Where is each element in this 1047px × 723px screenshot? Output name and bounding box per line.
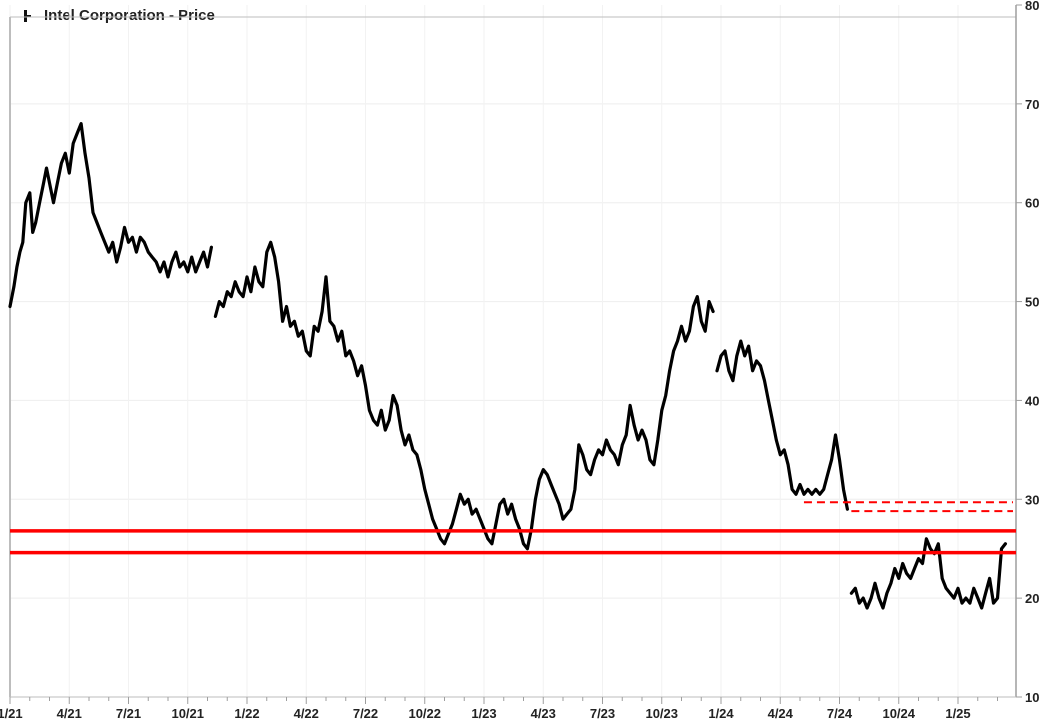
y-tick-label: 30 [1025,492,1039,507]
y-tick-label: 50 [1025,295,1039,310]
x-tick-label: 10/22 [408,706,441,721]
x-tick-label: 4/22 [294,706,319,721]
x-tick-label: 4/24 [768,706,794,721]
x-tick-label: 1/21 [0,706,23,721]
chart-legend: Intel Corporation - Price [22,7,215,24]
x-tick-label: 4/23 [531,706,556,721]
x-tick-label: 1/22 [234,706,259,721]
gridlines [9,5,1016,697]
plot-frame [9,5,1017,698]
x-tick-label: 7/23 [590,706,615,721]
x-tick-label: 1/25 [945,706,970,721]
y-axis: 10 20 30 40 50 60 70 80 [1016,0,1039,705]
y-tick-label: 70 [1025,97,1039,112]
ohlc-bar-icon [22,9,32,23]
y-tick-label: 40 [1025,393,1039,408]
x-tick-label: 7/24 [827,706,853,721]
x-tick-label: 7/21 [116,706,141,721]
y-tick-label: 20 [1025,591,1039,606]
x-axis: 1/21 4/21 7/21 10/21 1/22 4/22 7/22 10/22 1/23 4/… [0,697,998,721]
x-tick-label: 4/21 [57,706,82,721]
y-tick-label: 10 [1025,690,1039,705]
y-tick-label: 60 [1025,196,1039,211]
x-tick-label: 7/22 [353,706,378,721]
support-resistance-lines [10,501,1016,555]
x-tick-label: 1/24 [708,706,734,721]
legend-label: Intel Corporation - Price [44,7,215,24]
x-tick-label: 10/23 [645,706,678,721]
x-tick-label: 10/21 [171,706,204,721]
x-tick-label: 10/24 [882,706,915,721]
y-tick-label: 80 [1025,0,1039,13]
x-tick-label: 1/23 [471,706,496,721]
price-line [8,121,1008,610]
